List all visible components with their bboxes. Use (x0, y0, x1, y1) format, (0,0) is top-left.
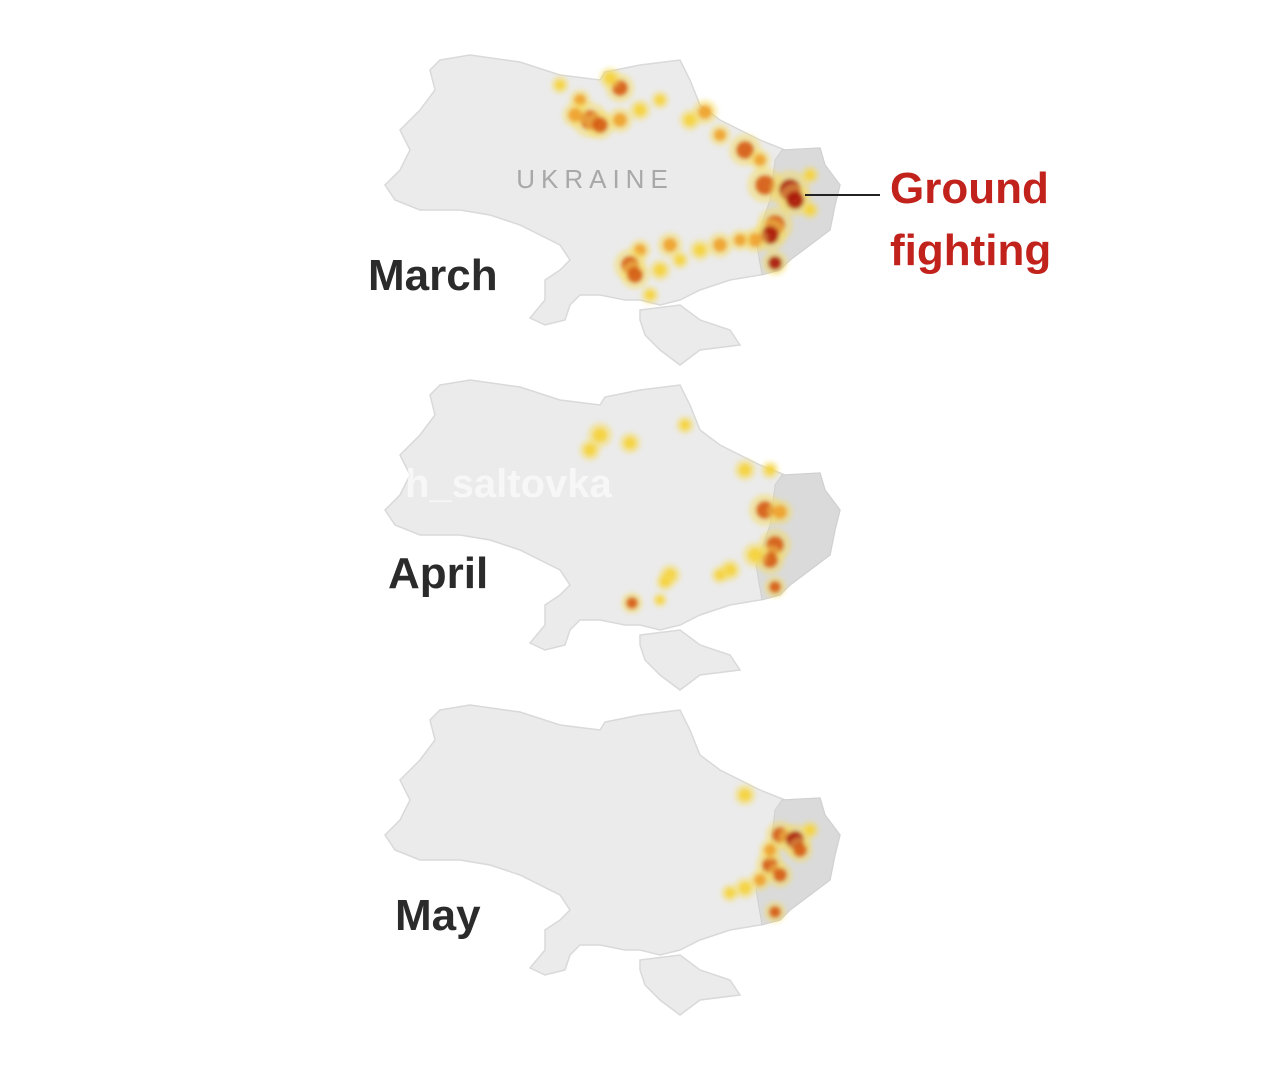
heat-dot (765, 465, 775, 475)
heat-dot (739, 464, 751, 476)
heat-dot (626, 597, 638, 609)
heat-dot (613, 113, 627, 127)
month-label: March (368, 251, 498, 300)
heat-dot (624, 437, 636, 449)
heat-dot (604, 72, 616, 84)
heat-dot (805, 825, 815, 835)
heat-dot (715, 570, 725, 580)
heat-dot (734, 234, 746, 246)
heat-dot (805, 205, 815, 215)
heat-dot (769, 906, 781, 918)
heat-dot (568, 108, 582, 122)
month-label: May (395, 891, 481, 940)
heat-dot (654, 264, 666, 276)
heat-dot (593, 428, 607, 442)
heat-dot (655, 95, 665, 105)
heat-dot (768, 256, 782, 270)
annotation-line: fighting (890, 226, 1051, 275)
country-label: UKRAINE (516, 164, 674, 194)
heat-dot (736, 141, 754, 159)
heat-dot (793, 843, 807, 857)
heat-dot (748, 233, 762, 247)
heat-dot (680, 420, 690, 430)
heat-dot (754, 154, 766, 166)
heat-dot (725, 888, 735, 898)
heat-dot (627, 267, 643, 283)
heat-dot (739, 882, 751, 894)
heat-dot (645, 290, 655, 300)
heat-dot (739, 789, 751, 801)
month-label: April (388, 549, 488, 598)
heat-dot (663, 238, 677, 252)
heat-dot (755, 175, 775, 195)
heat-dot (754, 874, 766, 886)
heat-dot (684, 114, 696, 126)
heat-dot (773, 868, 787, 882)
heat-dot (714, 129, 726, 141)
heat-dot (769, 581, 781, 593)
heat-dot (786, 191, 804, 209)
heat-dot (555, 80, 565, 90)
heat-dot (694, 244, 706, 256)
heat-dot (660, 577, 670, 587)
heat-dot (698, 105, 712, 119)
heat-dots (551, 67, 819, 923)
heat-dot (675, 255, 685, 265)
watermark: h_saltovka (405, 462, 613, 506)
heat-dot (764, 844, 776, 856)
heat-dot (584, 444, 596, 456)
heat-dot (748, 548, 762, 562)
heat-dot (805, 170, 815, 180)
heat-dot (656, 596, 664, 604)
heat-dot (592, 117, 608, 133)
heat-dot (713, 238, 727, 252)
heat-dot (773, 505, 787, 519)
heat-dot (634, 104, 646, 116)
annotation-line: Ground (890, 164, 1049, 213)
